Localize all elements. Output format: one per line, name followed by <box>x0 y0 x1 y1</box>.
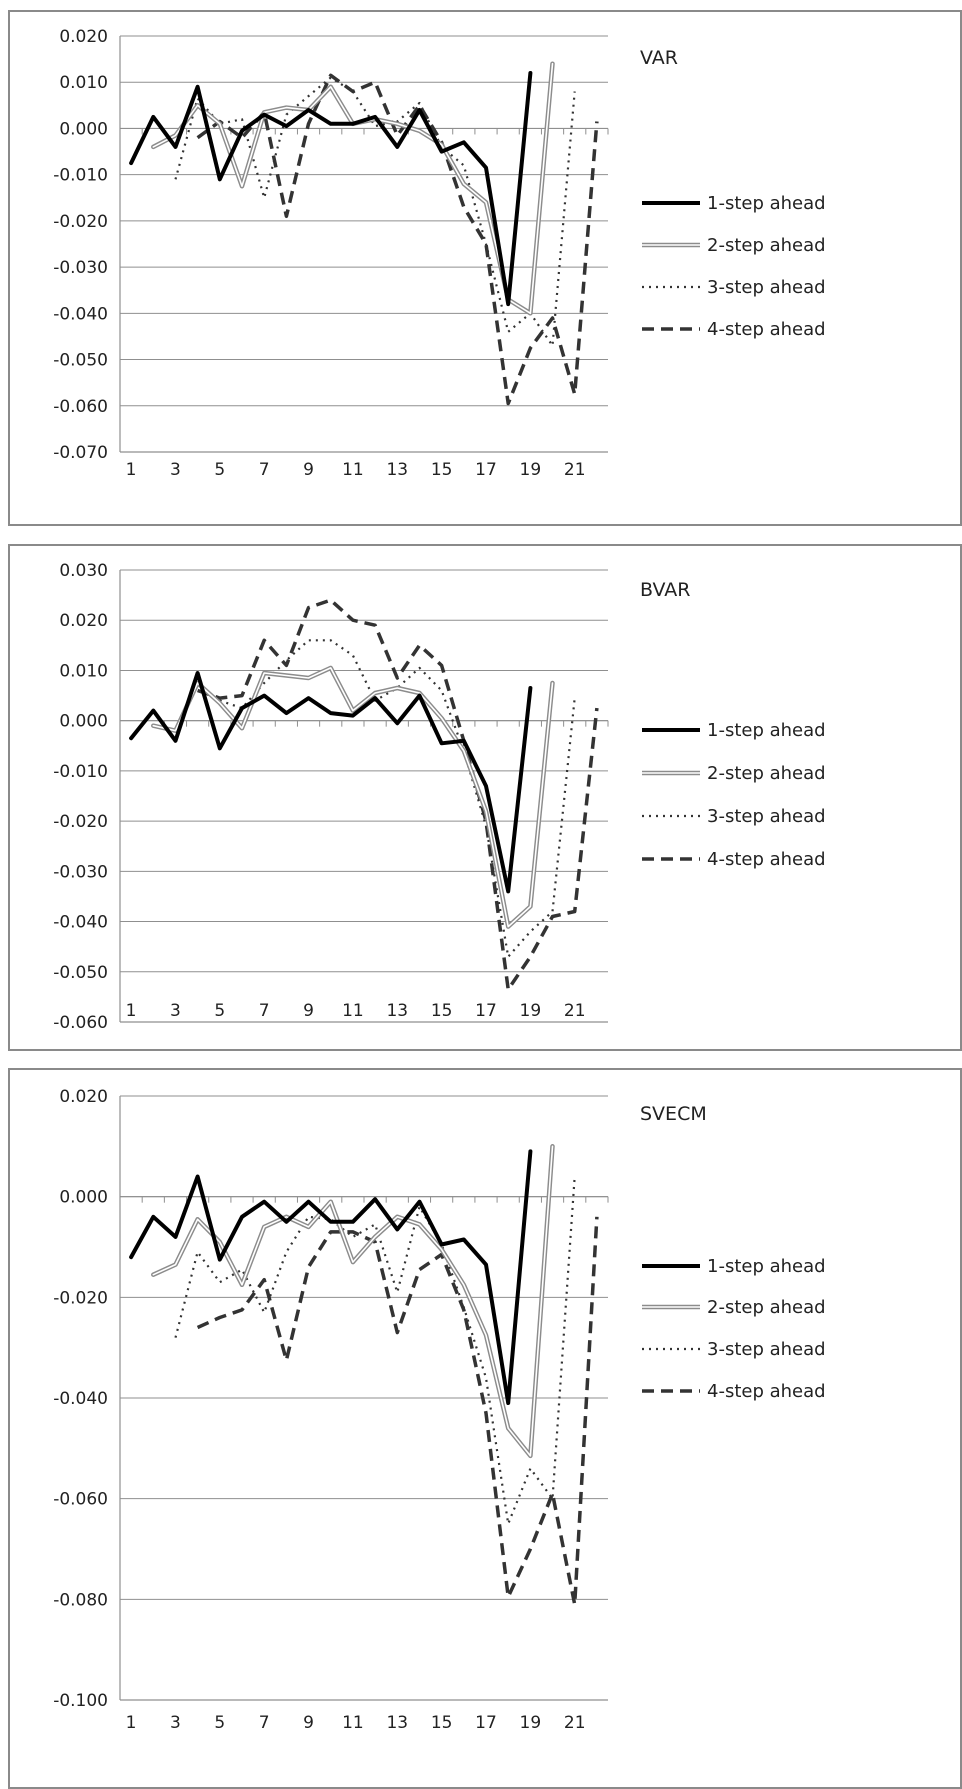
bvar-y-tick-label: -0.010 <box>53 762 108 782</box>
svecm-legend-label-4: 4-step ahead <box>707 1381 826 1402</box>
bvar-y-tick-label: -0.030 <box>53 862 108 882</box>
bvar-y-tick-label: 0.010 <box>59 661 108 681</box>
bvar-x-tick-label: 21 <box>564 1001 586 1021</box>
var-y-tick-label: -0.040 <box>53 304 108 324</box>
var-x-tick-label: 5 <box>214 460 225 480</box>
bvar-legend: 1-step ahead 2-step ahead 3-step ahead 4-st… <box>642 720 826 870</box>
var-x-tick-label: 19 <box>520 460 542 480</box>
var-y-tick-label: -0.010 <box>53 166 108 186</box>
var-y-tick-label: -0.070 <box>53 443 108 463</box>
var-x-tick-label: 7 <box>259 460 270 480</box>
svecm-series-1-step-line <box>129 1149 533 1405</box>
svecm-y-tick-label: -0.040 <box>53 1389 108 1409</box>
var-x-tick-label: 17 <box>475 460 497 480</box>
var-y-tick-label: 0.020 <box>59 27 108 47</box>
var-series-4-step-line <box>196 73 599 406</box>
bvar-x-tick-label: 19 <box>520 1001 542 1021</box>
svecm-x-tick-label: 13 <box>386 1713 408 1733</box>
var-chart: 0.020 0.010 0.000 -0.010 -0.020 -0.030 -0.040 -… <box>53 27 826 480</box>
bvar-legend-label-4: 4-step ahead <box>707 849 826 870</box>
svecm-x-tick-label: 5 <box>214 1713 225 1733</box>
bvar-gridlines <box>120 569 608 973</box>
svecm-series-2-step-line <box>151 1144 555 1459</box>
var-y-tick-label: -0.020 <box>53 212 108 232</box>
var-x-tick-label: 1 <box>126 460 137 480</box>
svecm-legend-label-1: 1-step ahead <box>707 1256 826 1277</box>
svecm-legend-label-2: 2-step ahead <box>707 1297 826 1318</box>
svecm-x-tick-label: 15 <box>431 1713 453 1733</box>
bvar-legend-label-3: 3-step ahead <box>707 806 826 827</box>
var-x-tick-label: 9 <box>303 460 314 480</box>
svecm-y-tick-label: -0.020 <box>53 1288 108 1308</box>
var-series-3-step-line <box>174 76 576 347</box>
var-gridlines <box>120 35 608 407</box>
svecm-legend: 1-step ahead 2-step ahead 3-step ahead 4-st… <box>642 1256 826 1402</box>
svecm-y-tick-label: 0.020 <box>59 1087 108 1107</box>
bvar-x-tick-label: 7 <box>259 1001 270 1021</box>
var-x-tick-label: 15 <box>431 460 453 480</box>
bvar-chart: 0.030 0.020 0.010 0.000 -0.010 -0.020 -0.030 -0… <box>53 561 826 1033</box>
var-legend-label-1: 1-step ahead <box>707 193 826 214</box>
svecm-legend-label-3: 3-step ahead <box>707 1339 826 1360</box>
bvar-x-tick-label: 5 <box>214 1001 225 1021</box>
svecm-x-tick-label: 11 <box>342 1713 364 1733</box>
bvar-legend-label-2: 2-step ahead <box>707 763 826 784</box>
var-legend-label-3: 3-step ahead <box>707 277 826 298</box>
svecm-chart: 0.020 0.000 -0.020 -0.040 -0.060 -0.080 -0.100… <box>53 1087 826 1733</box>
svecm-gridlines <box>120 1095 608 1600</box>
svecm-chart-title: SVECM <box>640 1103 707 1125</box>
var-y-tick-label: 0.010 <box>59 73 108 93</box>
bvar-series-4-step-line <box>197 598 599 992</box>
bvar-chart-title: BVAR <box>640 579 690 601</box>
bvar-y-tick-label: -0.060 <box>53 1013 108 1033</box>
bvar-x-tick-label: 15 <box>431 1001 453 1021</box>
svecm-x-tick-label: 19 <box>520 1713 542 1733</box>
bvar-series-3-step-line <box>174 639 576 958</box>
var-legend: 1-step ahead 2-step ahead 3-step ahead 4-st… <box>642 193 826 340</box>
bvar-y-tick-label: 0.020 <box>59 611 108 631</box>
bvar-x-tick-label: 17 <box>475 1001 497 1021</box>
bvar-y-tick-label: -0.020 <box>53 812 108 832</box>
bvar-x-tick-label: 1 <box>126 1001 137 1021</box>
bvar-x-tick-label: 13 <box>386 1001 408 1021</box>
svecm-x-tick-label: 1 <box>126 1713 137 1733</box>
svecm-series-4-step-line <box>196 1216 599 1607</box>
svecm-chart-panel: 0.020 0.000 -0.020 -0.040 -0.060 -0.080 -0.100… <box>8 1068 962 1789</box>
bvar-x-tick-label: 3 <box>170 1001 181 1021</box>
bvar-y-tick-label: -0.040 <box>53 913 108 933</box>
bvar-series-2-step-line <box>151 665 555 929</box>
svecm-y-tick-label: -0.060 <box>53 1490 108 1510</box>
var-y-tick-label: -0.030 <box>53 258 108 278</box>
var-legend-label-2: 2-step ahead <box>707 235 826 256</box>
var-legend-label-4: 4-step ahead <box>707 319 826 340</box>
svecm-y-tick-label: -0.080 <box>53 1590 108 1610</box>
bvar-y-tick-label: 0.000 <box>59 712 108 732</box>
svecm-y-tick-label: -0.100 <box>53 1691 108 1711</box>
svecm-x-tick-label: 7 <box>259 1713 270 1733</box>
var-x-tick-label: 11 <box>342 460 364 480</box>
var-x-tick-label: 21 <box>564 460 586 480</box>
var-x-tick-label: 13 <box>386 460 408 480</box>
var-chart-panel: 0.020 0.010 0.000 -0.010 -0.020 -0.030 -0.040 -… <box>8 10 962 526</box>
bvar-chart-panel: 0.030 0.020 0.010 0.000 -0.010 -0.020 -0.030 -0… <box>8 544 962 1051</box>
svecm-x-tick-label: 21 <box>564 1713 586 1733</box>
bvar-y-tick-label: -0.050 <box>53 963 108 983</box>
svecm-y-tick-label: 0.000 <box>59 1188 108 1208</box>
svecm-x-tick-label: 17 <box>475 1713 497 1733</box>
var-y-tick-label: 0.000 <box>59 119 108 139</box>
bvar-x-tick-label: 9 <box>303 1001 314 1021</box>
bvar-series-1-step-line <box>129 671 533 894</box>
var-series-2-step-line <box>151 61 555 316</box>
var-x-tick-label: 3 <box>170 460 181 480</box>
var-series-1-step-line <box>129 71 533 307</box>
bvar-y-tick-label: 0.030 <box>59 561 108 581</box>
svecm-x-tick-label: 9 <box>303 1713 314 1733</box>
bvar-x-tick-label: 11 <box>342 1001 364 1021</box>
var-y-tick-label: -0.060 <box>53 397 108 417</box>
bvar-legend-label-1: 1-step ahead <box>707 720 826 741</box>
var-chart-title: VAR <box>640 47 678 69</box>
svecm-x-tick-label: 3 <box>170 1713 181 1733</box>
var-y-tick-label: -0.050 <box>53 351 108 371</box>
